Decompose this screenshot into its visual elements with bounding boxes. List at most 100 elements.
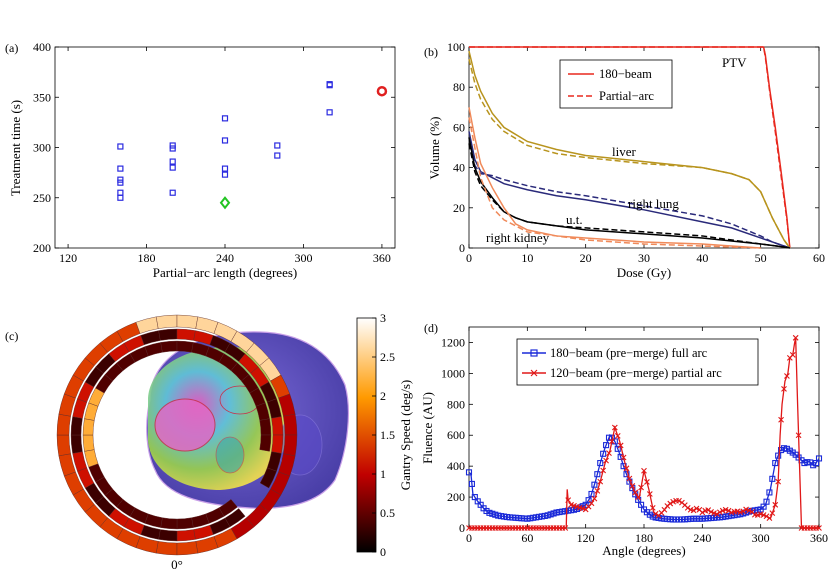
ring-segment [176,517,194,530]
scatter-point-square [117,189,124,196]
ring-segment [84,449,99,468]
ring-segment [259,467,277,489]
panel-d-legend: 180−beam (pre−merge) full arc 120−beam (… [516,338,759,386]
y-tick-label: 80 [453,80,465,94]
fluence-marker-x [816,525,822,531]
legend-square-marker [530,349,538,357]
legend-full-arc: 180−beam (pre−merge) full arc [550,346,708,360]
fluence-marker-x [611,424,618,431]
ring-segment [155,541,178,556]
colorbar-tick-label: 1.5 [380,428,395,442]
ring-segment [82,418,95,436]
x-tick-label: 0 [466,251,472,265]
fluence-marker-x [646,491,653,497]
panel-a-ylabel: Treatment time (s) [8,100,23,196]
ring-segment [158,529,178,542]
ring-segment [259,434,272,452]
x-tick-label: 300 [752,531,770,545]
y-tick-label: 1000 [441,366,465,380]
ring-segment [72,398,88,419]
fluence-marker-x [781,385,787,392]
fluence-marker-x [699,509,706,516]
fluence-marker-x [641,467,647,474]
x-tick-label: 180 [138,251,156,265]
kidney-contour [215,436,245,474]
fluence-marker-x [626,475,633,482]
y-tick-label: 400 [33,40,51,54]
x-tick-label: 0 [466,531,472,545]
ring-segment [58,453,76,477]
scatter-point-square [117,165,124,172]
y-tick-label: 250 [33,191,51,205]
legend-180-beam: 180−beam [599,67,652,81]
ring-segment [176,529,196,542]
fluence-marker-x [693,505,700,512]
fluence-marker-x [644,479,650,485]
fluence-marker-square [594,471,601,478]
ring-segment [193,524,214,540]
panel-c-gantry-speed: (c) 0° 0 0.5 1 1.5 2 2.5 3 Gantry Speed (deg/s… [5,311,413,572]
fluence-marker-square [465,469,473,476]
y-tick-label: 350 [33,90,51,104]
y-tick-label: 800 [447,397,465,411]
fluence-marker-x [620,454,627,461]
label-right-kidney: right kidney [486,230,550,245]
dvh-line-partial-arc [469,46,791,249]
panel-a-xlabel: Partial−arc length (degrees) [153,265,298,280]
y-tick-label: 0 [459,241,465,255]
scatter-point-square [326,109,333,116]
fluence-marker-x [763,513,770,520]
fluence-marker-x [789,351,796,358]
ring-segment [176,328,196,341]
fluence-marker-square [763,498,770,505]
x-tick-label: 40 [696,251,708,265]
scatter-point-square [221,165,229,172]
ring-segment [195,536,219,554]
scatter-point-square [169,158,176,165]
y-tick-label: 200 [33,241,51,255]
fluence-marker-x [760,512,767,518]
colorbar-tick-label: 0.5 [380,506,395,520]
legend-box [559,59,673,109]
colorbar-tick-label: 2 [380,389,386,403]
fluence-marker-x [795,432,802,439]
fluence-marker-square [623,471,630,478]
panel-c-label: (c) [5,329,18,343]
x-tick-label: 30 [638,251,650,265]
legend-partial-arc-d: 120−beam (pre−merge) partial arc [550,366,722,380]
fluence-marker-x [606,450,612,457]
fluence-marker-x [667,500,674,507]
ring-segment [176,340,194,353]
x-tick-label: 60 [813,251,825,265]
x-tick-label: 180 [635,531,653,545]
scatter-point-square [117,179,124,186]
label-right-lung: right lung [628,196,679,211]
fluence-marker-square [597,460,604,467]
panel-a-scatter: (a) 120 180 240 300 360 200 250 300 350 400 Parti… [5,40,396,280]
ring-segment [160,340,178,353]
fluence-marker-square [585,497,592,504]
fluence-marker-x [617,442,624,449]
ring-segment [283,434,298,457]
fluence-marker-x [565,497,572,504]
fluence-marker-x [562,525,569,531]
angle-zero-label: 0° [171,557,183,572]
label-liver: liver [612,144,636,159]
panel-d-xlabel: Angle (degrees) [602,543,685,558]
x-tick-label: 60 [521,531,533,545]
fluence-marker-x [649,505,656,511]
fluence-marker-x [652,510,659,517]
dvh-line-partial-arc [468,143,790,249]
legend-x-marker [530,369,538,377]
ring-segment [140,330,161,346]
ring-segment [155,314,178,329]
fluence-marker-x [690,507,697,514]
fluence-marker-square [769,475,776,482]
fluence-marker-x [594,488,601,494]
fluence-marker-x [597,478,604,485]
panel-d-label: (d) [424,321,438,335]
x-tick-label: 50 [755,251,767,265]
panel-d-lines [465,334,823,531]
ring-segment [271,416,284,436]
dvh-line-partial-arc [468,117,761,249]
